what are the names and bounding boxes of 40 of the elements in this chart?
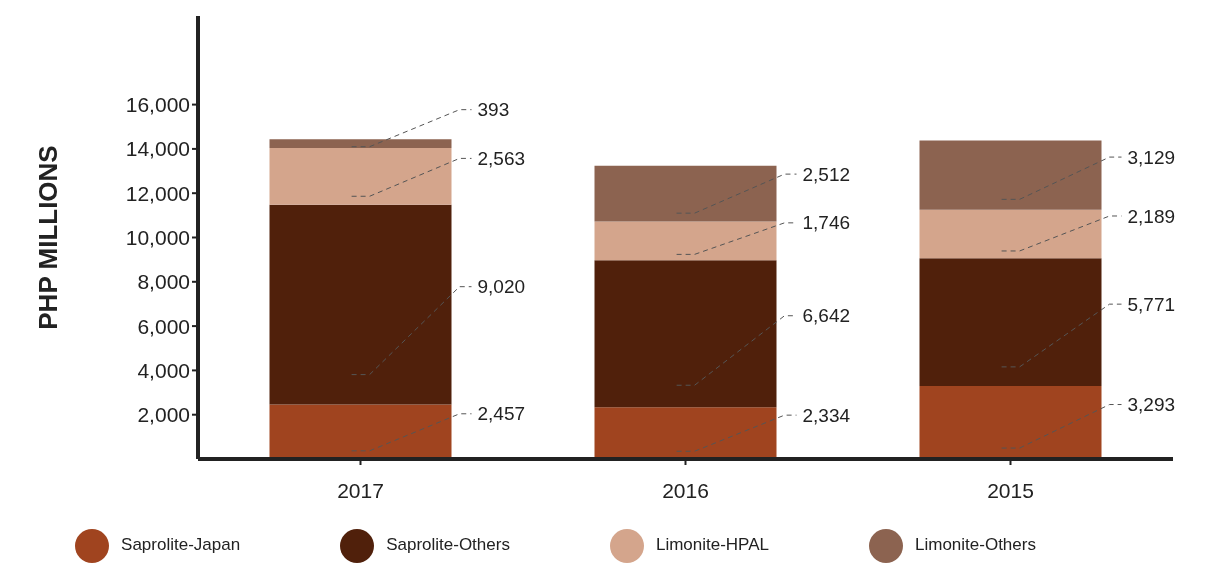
data-label: 2,512 xyxy=(802,163,851,185)
x-tick-label: 2015 xyxy=(987,478,1034,502)
y-tick-label: 14,000 xyxy=(125,137,190,161)
bar xyxy=(594,165,777,222)
data-label: 2,334 xyxy=(802,404,851,426)
bar xyxy=(269,148,452,205)
y-axis-title: PHP MILLIONS xyxy=(33,145,64,330)
data-label: 393 xyxy=(477,99,510,121)
legend-label: Saprolite-Others xyxy=(386,535,510,555)
data-label: 1,746 xyxy=(802,212,851,234)
data-label: 9,020 xyxy=(477,276,526,298)
y-tick-label: 10,000 xyxy=(125,225,190,249)
bar xyxy=(594,221,777,261)
legend-label: Saprolite-Japan xyxy=(121,535,241,555)
bar xyxy=(269,204,452,405)
bar xyxy=(919,258,1102,387)
bar xyxy=(919,209,1102,259)
data-label: 2,457 xyxy=(477,403,526,425)
bar xyxy=(269,404,452,459)
y-tick-label: 8,000 xyxy=(137,270,190,294)
data-label: 2,563 xyxy=(477,148,526,170)
data-label: 2,189 xyxy=(1127,205,1176,227)
y-tick-label: 4,000 xyxy=(137,358,190,382)
legend-label: Limonite-HPAL xyxy=(655,535,769,555)
bar xyxy=(594,407,777,459)
data-label: 3,293 xyxy=(1127,394,1176,416)
bar xyxy=(594,260,777,408)
x-tick-label: 2016 xyxy=(662,478,709,502)
y-tick-label: 16,000 xyxy=(125,93,190,117)
bar xyxy=(269,139,452,149)
bar xyxy=(919,140,1102,210)
data-label: 6,642 xyxy=(802,305,851,327)
legend-label: Limonite-Others xyxy=(915,535,1036,555)
x-tick-label: 2017 xyxy=(337,478,384,502)
y-tick-label: 12,000 xyxy=(125,181,190,205)
data-label: 3,129 xyxy=(1127,146,1176,168)
y-tick-label: 2,000 xyxy=(137,403,190,427)
data-label: 5,771 xyxy=(1127,293,1176,315)
y-tick-label: 6,000 xyxy=(137,314,190,338)
bar xyxy=(919,386,1102,459)
